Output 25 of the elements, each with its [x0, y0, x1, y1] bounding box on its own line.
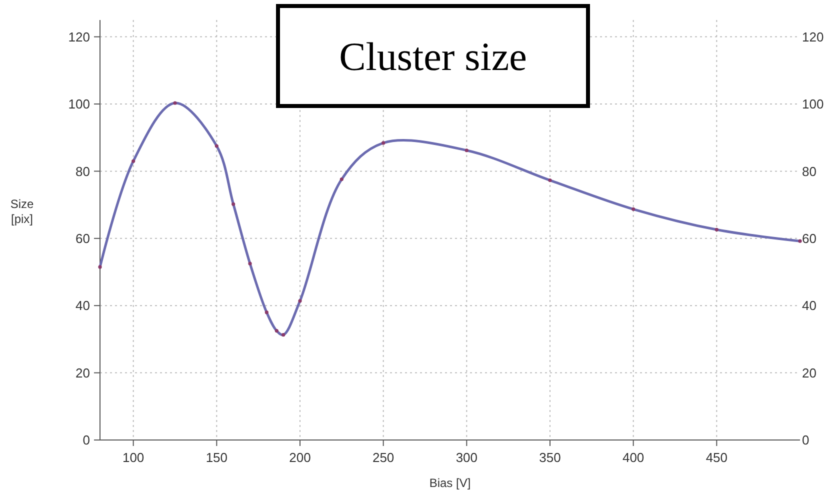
y-tick-label: 60 — [76, 230, 90, 246]
chart-title: Cluster size — [339, 34, 527, 79]
x-axis-title: Bias [V] — [429, 476, 471, 490]
x-tick-label: 450 — [706, 450, 728, 465]
y2-tick-label: 80 — [802, 164, 816, 179]
y2-tick-label: 40 — [802, 298, 816, 314]
y-tick-label: 40 — [76, 298, 90, 314]
y2-tick-label: 20 — [802, 365, 816, 380]
y2-tick-label: 60 — [802, 230, 816, 246]
y2-tick-label: 120 — [802, 29, 824, 44]
y2-tick-label: 100 — [802, 96, 824, 112]
x-tick-label: 300 — [456, 450, 478, 465]
y-tick-label: 120 — [68, 29, 90, 44]
x-tick-label: 150 — [206, 450, 228, 465]
x-tick-label: 350 — [539, 450, 561, 465]
y-tick-label: 20 — [76, 365, 90, 380]
x-tick-label: 400 — [622, 450, 644, 465]
y-tick-label: 80 — [76, 164, 90, 179]
y-tick-label: 100 — [68, 96, 90, 112]
y-tick-label: 0 — [82, 432, 90, 448]
x-tick-label: 100 — [122, 450, 144, 465]
y-axis-title: Size [pix] — [10, 197, 34, 226]
y2-tick-label: 0 — [802, 432, 810, 448]
x-tick-label: 200 — [289, 450, 311, 465]
x-tick-label: 250 — [372, 450, 394, 465]
